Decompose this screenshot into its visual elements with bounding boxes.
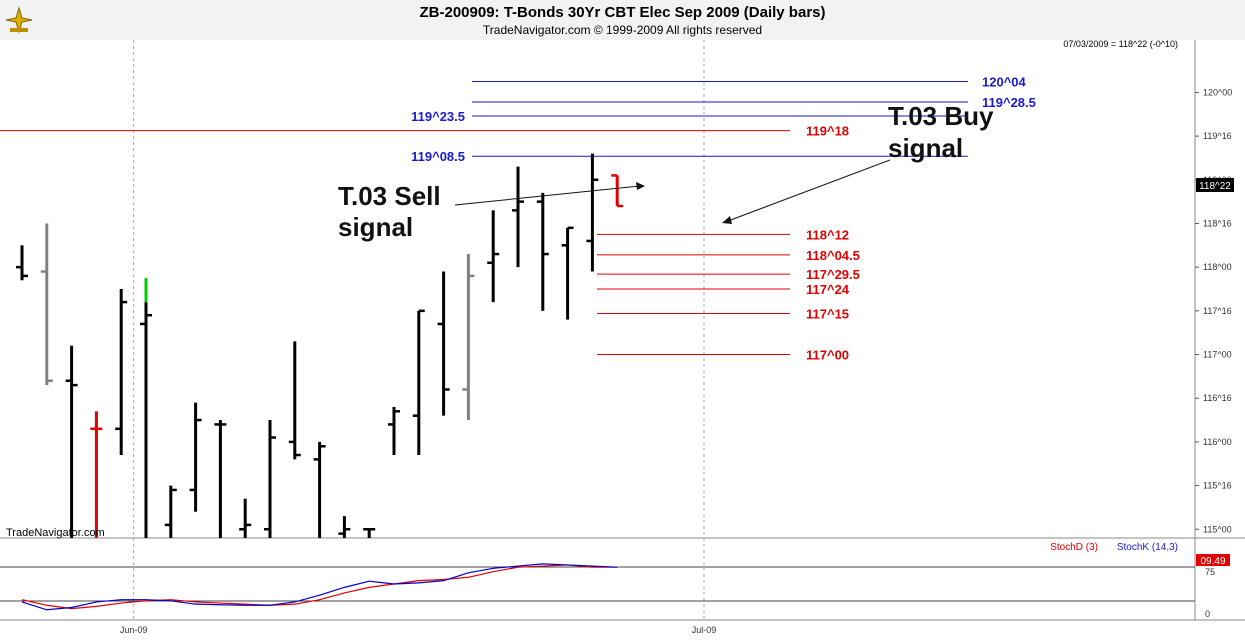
ohlc-bar	[65, 345, 78, 538]
copyright-text: TradeNavigator.com © 1999-2009 All right…	[482, 23, 763, 37]
corner-readout: 07/03/2009 = 118^22 (-0^10)	[1063, 39, 1178, 49]
sell-signal-text-1: T.03 Sell	[338, 181, 441, 211]
price-axis	[1195, 40, 1245, 538]
price-tick-label: 115^00	[1203, 524, 1232, 534]
ohlc-bar	[90, 411, 103, 538]
time-gridlines	[133, 40, 705, 620]
ohlc-bar	[140, 302, 152, 538]
level-label: 117^24	[806, 282, 850, 297]
ohlc-bar	[115, 289, 128, 455]
ohlc-bar	[412, 309, 425, 455]
last-price-badge	[1196, 178, 1234, 192]
price-tick-label: 115^16	[1203, 481, 1232, 491]
price-levels: 120^04 119^28.5 119^23.5 119^18 119^08.5 118^…	[0, 75, 1036, 363]
price-tick-label: 116^16	[1203, 393, 1232, 403]
level-label: 118^12	[806, 227, 849, 242]
chart-title: ZB-200909: T-Bonds 30Yr CBT Elec Sep 200…	[419, 4, 826, 21]
ohlc-bar	[487, 210, 500, 303]
chart-header: ZB-200909: T-Bonds 30Yr CBT Elec Sep 200…	[0, 0, 1245, 40]
level-label: 119^23.5	[411, 109, 465, 124]
price-tick-label: 120^00	[1203, 87, 1232, 97]
ohlc-bar	[214, 420, 227, 538]
ohlc-bar	[437, 271, 450, 416]
ohlc-bar	[164, 485, 177, 538]
stoch-k-line	[21, 563, 618, 611]
ohlc-bar	[586, 153, 599, 272]
ohlc-bar	[189, 402, 202, 512]
price-tick-label: 118^00	[1203, 262, 1232, 272]
ohlc-bars	[16, 153, 624, 538]
stoch-d-line	[21, 564, 618, 610]
sell-signal-text-2: signal	[338, 212, 413, 242]
stoch-value-badge	[1196, 554, 1230, 566]
buy-signal-text-2: signal	[888, 133, 963, 163]
level-label: 119^08.5	[411, 149, 465, 164]
level-label: 119^18	[806, 124, 849, 139]
ohlc-bar	[611, 174, 624, 208]
stoch-tick-75: 75	[1205, 567, 1215, 577]
stochastic-panel: StochD (3) StochK (14,3) 09.49 75 0	[0, 542, 1230, 619]
stoch-d-legend: StochD (3)	[1050, 542, 1098, 553]
ohlc-bar	[239, 498, 252, 538]
ohlc-bar	[40, 223, 53, 386]
level-label: 119^28.5	[982, 95, 1036, 110]
ohlc-bar	[16, 245, 28, 281]
last-price-label: 118^22	[1199, 181, 1231, 192]
price-tick-label: 116^00	[1203, 437, 1232, 447]
level-label: 117^15	[806, 306, 849, 321]
ohlc-bar	[338, 516, 351, 538]
level-label: 117^29.5	[806, 267, 860, 282]
level-label: 120^04	[982, 75, 1027, 90]
buy-signal-text-1: T.03 Buy	[888, 101, 994, 131]
ohlc-bar	[264, 420, 276, 538]
date-ticks: Jun-09 Jul-09	[120, 625, 716, 635]
watermark-text: TradeNavigator.com	[6, 527, 105, 539]
sell-signal-arrow	[454, 182, 645, 206]
ohlc-bar	[313, 441, 326, 538]
date-tick-label: Jun-09	[120, 625, 148, 635]
price-tick-label: 118^16	[1203, 218, 1232, 228]
price-tick-label: 117^16	[1203, 306, 1232, 316]
ohlc-bar	[512, 166, 524, 268]
ohlc-bar	[363, 528, 376, 538]
stoch-value-label: 09.49	[1200, 556, 1225, 567]
ohlc-bar	[561, 226, 574, 320]
price-tick-label: 117^00	[1203, 350, 1232, 360]
ohlc-bar	[462, 254, 475, 421]
ohlc-bar	[388, 406, 400, 455]
date-tick-label: Jul-09	[692, 625, 717, 635]
stoch-tick-0: 0	[1205, 609, 1210, 619]
level-label: 117^00	[806, 348, 849, 363]
buy-signal-arrow	[722, 159, 891, 224]
stoch-k-legend: StochK (14,3)	[1117, 542, 1178, 553]
price-tick-label: 119^16	[1203, 131, 1232, 141]
ohlc-bar	[536, 192, 549, 311]
trade-navigator-logo-icon	[5, 6, 33, 34]
ohlc-bar	[288, 341, 301, 460]
level-label: 118^04.5	[806, 248, 860, 263]
